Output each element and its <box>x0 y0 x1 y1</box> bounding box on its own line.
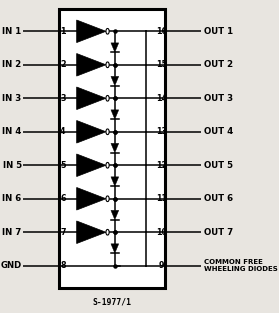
Text: 13: 13 <box>156 127 167 136</box>
Circle shape <box>106 28 109 34</box>
Text: 15: 15 <box>156 60 167 69</box>
Circle shape <box>106 196 109 202</box>
Text: 1: 1 <box>60 27 66 36</box>
Polygon shape <box>77 20 106 43</box>
Text: 5: 5 <box>60 161 66 170</box>
Text: OUT 6: OUT 6 <box>205 194 234 203</box>
Polygon shape <box>111 76 119 86</box>
Polygon shape <box>77 154 106 177</box>
Circle shape <box>106 162 109 168</box>
Text: 16: 16 <box>156 27 167 36</box>
Polygon shape <box>77 187 106 210</box>
Text: COMMON FREE
WHEELING DIODES: COMMON FREE WHEELING DIODES <box>205 259 278 273</box>
Text: IN 2: IN 2 <box>3 60 22 69</box>
Polygon shape <box>111 110 119 119</box>
Text: 6: 6 <box>60 194 66 203</box>
Circle shape <box>106 95 109 101</box>
Polygon shape <box>111 210 119 220</box>
Text: 8: 8 <box>60 261 66 270</box>
Text: OUT 1: OUT 1 <box>205 27 234 36</box>
Text: OUT 3: OUT 3 <box>205 94 234 103</box>
Text: 10: 10 <box>156 228 167 237</box>
Text: 2: 2 <box>60 60 66 69</box>
Text: GND: GND <box>0 261 22 270</box>
Text: IN 5: IN 5 <box>3 161 22 170</box>
Text: OUT 2: OUT 2 <box>205 60 234 69</box>
Text: 11: 11 <box>156 194 167 203</box>
Polygon shape <box>77 54 106 76</box>
Polygon shape <box>111 244 119 253</box>
Text: OUT 5: OUT 5 <box>205 161 234 170</box>
Polygon shape <box>111 43 119 52</box>
Text: 3: 3 <box>60 94 66 103</box>
Polygon shape <box>77 221 106 244</box>
Text: S-1977/1: S-1977/1 <box>93 298 132 306</box>
Polygon shape <box>111 177 119 186</box>
Text: 12: 12 <box>156 161 167 170</box>
Text: IN 4: IN 4 <box>2 127 22 136</box>
Text: IN 1: IN 1 <box>3 27 22 36</box>
Circle shape <box>106 229 109 235</box>
FancyBboxPatch shape <box>59 9 165 288</box>
Text: 7: 7 <box>60 228 66 237</box>
Polygon shape <box>77 87 106 110</box>
Text: 9: 9 <box>159 261 164 270</box>
Text: OUT 7: OUT 7 <box>205 228 234 237</box>
Text: IN 7: IN 7 <box>2 228 22 237</box>
Polygon shape <box>111 143 119 153</box>
Circle shape <box>106 129 109 135</box>
Text: IN 3: IN 3 <box>3 94 22 103</box>
Circle shape <box>106 62 109 68</box>
Polygon shape <box>77 121 106 143</box>
Text: OUT 4: OUT 4 <box>205 127 234 136</box>
Text: IN 6: IN 6 <box>3 194 22 203</box>
Text: 14: 14 <box>156 94 167 103</box>
Text: 4: 4 <box>60 127 66 136</box>
